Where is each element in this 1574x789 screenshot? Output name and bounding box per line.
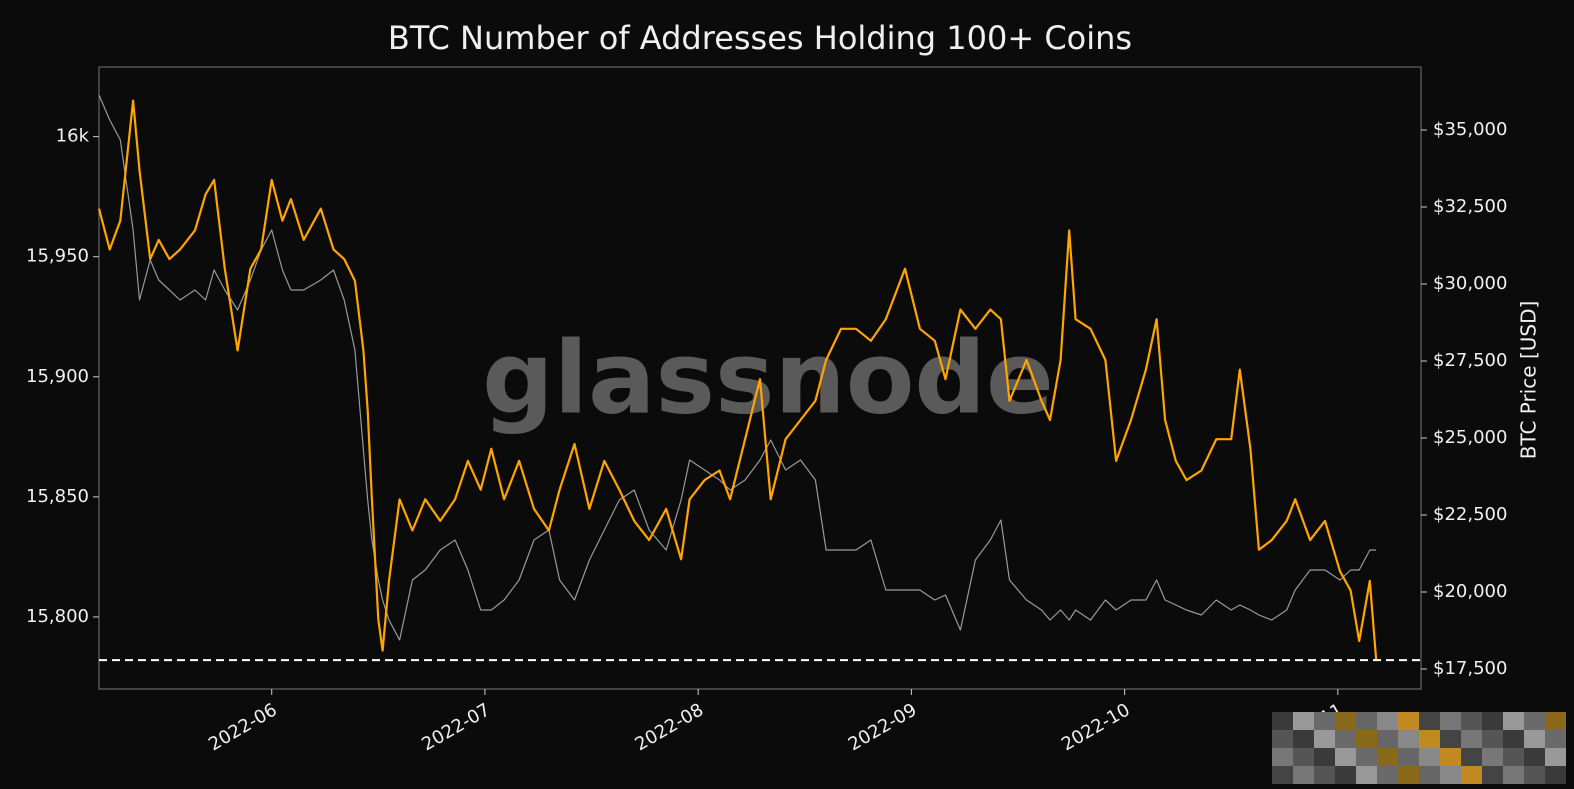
- pixelation: [1545, 748, 1566, 766]
- pixelation: [1398, 712, 1419, 730]
- pixelation: [1482, 730, 1503, 748]
- watermark: glassnode: [482, 319, 1054, 436]
- pixelation: [1293, 766, 1314, 784]
- y2-tick-label: $20,000: [1433, 581, 1507, 602]
- pixelation: [1293, 748, 1314, 766]
- pixelation: [1440, 730, 1461, 748]
- chart-title: BTC Number of Addresses Holding 100+ Coi…: [388, 19, 1132, 57]
- pixelation: [1503, 766, 1524, 784]
- y2-axis-label: BTC Price [USD]: [1517, 301, 1541, 460]
- y-tick-label: 15,850: [26, 486, 89, 507]
- pixelation: [1482, 748, 1503, 766]
- pixelation: [1524, 712, 1545, 730]
- pixelation: [1419, 712, 1440, 730]
- y-tick-label: 15,800: [26, 606, 89, 627]
- pixelation: [1482, 712, 1503, 730]
- y2-tick-label: $32,500: [1433, 196, 1507, 217]
- y2-tick-label: $35,000: [1433, 119, 1507, 140]
- y2-tick-label: $17,500: [1433, 658, 1507, 679]
- y2-tick-label: $25,000: [1433, 427, 1507, 448]
- pixelation: [1545, 766, 1566, 784]
- pixelation: [1545, 712, 1566, 730]
- pixelation: [1419, 748, 1440, 766]
- pixelation: [1377, 730, 1398, 748]
- pixelation: [1545, 730, 1566, 748]
- pixelation: [1461, 766, 1482, 784]
- y2-tick-label: $27,500: [1433, 350, 1507, 371]
- pixelation: [1356, 766, 1377, 784]
- series-line: [97, 99, 1378, 661]
- y-tick-label: 15,950: [26, 246, 89, 267]
- pixelation: [1314, 730, 1335, 748]
- pixelation: [1335, 712, 1356, 730]
- pixelation: [1503, 730, 1524, 748]
- pixelation: [1314, 712, 1335, 730]
- pixelation: [1503, 748, 1524, 766]
- y2-tick-label: $30,000: [1433, 273, 1507, 294]
- plot-frame: [98, 66, 1422, 690]
- pixelation: [1335, 748, 1356, 766]
- pixelation: [1503, 712, 1524, 730]
- pixelation: [1461, 712, 1482, 730]
- pixelation: [1461, 730, 1482, 748]
- pixelation: [1377, 712, 1398, 730]
- pixelation: [1482, 766, 1503, 784]
- pixelation: [1314, 766, 1335, 784]
- pixelation: [1356, 730, 1377, 748]
- pixelation: [1440, 712, 1461, 730]
- pixelation: [1335, 766, 1356, 784]
- pixelation: [1293, 730, 1314, 748]
- pixelation: [1272, 748, 1293, 766]
- pixelation: [1335, 730, 1356, 748]
- pixelation: [1272, 730, 1293, 748]
- pixelation: [1377, 766, 1398, 784]
- pixelation: [1440, 766, 1461, 784]
- pixelation: [1398, 748, 1419, 766]
- pixelation: [1356, 712, 1377, 730]
- pixelation: [1524, 730, 1545, 748]
- pixelation: [1356, 748, 1377, 766]
- pixelation: [1461, 748, 1482, 766]
- pixelation: [1398, 730, 1419, 748]
- pixelation: [1272, 766, 1293, 784]
- pixelation: [1314, 748, 1335, 766]
- pixelation: [1440, 748, 1461, 766]
- pixelation: [1398, 766, 1419, 784]
- pixelation: [1419, 766, 1440, 784]
- pixelation: [1272, 712, 1293, 730]
- pixelation: [1524, 766, 1545, 784]
- y-tick-label: 15,900: [26, 366, 89, 387]
- pixelation: [1524, 748, 1545, 766]
- pixelation: [1377, 748, 1398, 766]
- y2-tick-label: $22,500: [1433, 504, 1507, 525]
- pixelation: [1293, 712, 1314, 730]
- y-tick-label: 16k: [56, 126, 90, 147]
- pixelation: [1419, 730, 1440, 748]
